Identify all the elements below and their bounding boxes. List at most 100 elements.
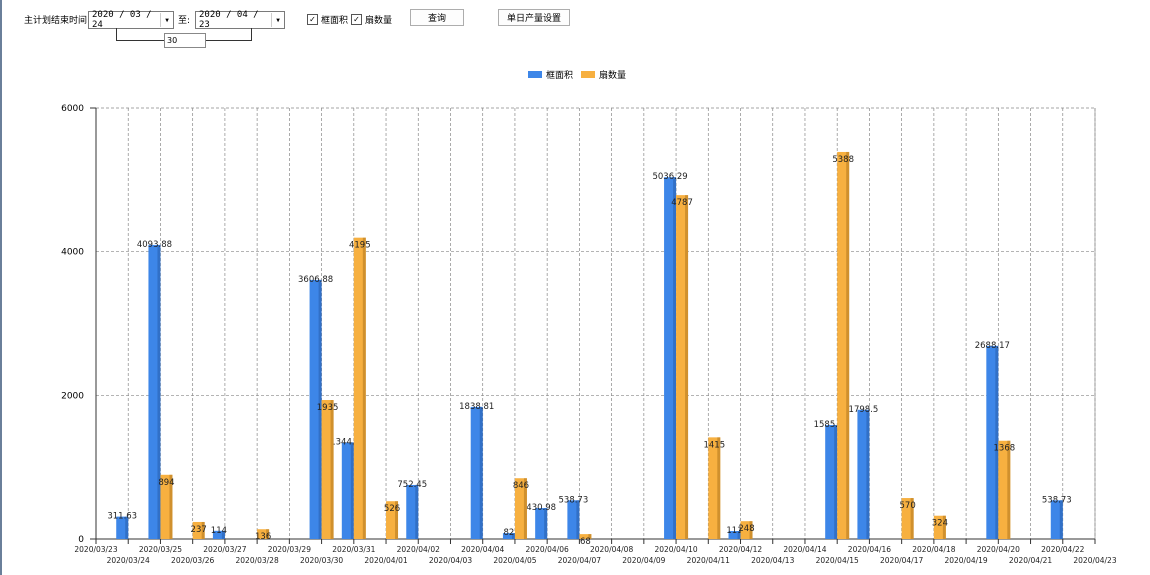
bar-shade (685, 195, 689, 539)
data-label: 570 (900, 501, 916, 511)
daily-output-settings-button[interactable]: 单日产量设置 (498, 9, 570, 26)
bar-shade (266, 529, 270, 539)
data-label: 111 (726, 526, 742, 536)
end-date-picker[interactable]: 2020 / 04 / 23 ▼ (195, 10, 285, 30)
x-tick-label: 2020/04/04 (461, 545, 504, 554)
start-date-value: 2020 / 03 / 24 (92, 10, 152, 30)
end-date-value: 2020 / 04 / 23 (199, 10, 259, 30)
bar-shade (673, 177, 677, 539)
bar-area (502, 533, 515, 539)
area-checkbox[interactable]: ✓ 框面积 (307, 11, 348, 27)
data-label: 4787 (671, 198, 693, 208)
x-tick-label: 2020/04/06 (526, 545, 569, 554)
bar-count (257, 529, 270, 539)
x-tick-label: 2020/03/23 (74, 545, 117, 554)
bar-shade (737, 531, 741, 539)
x-tick-label: 2020/04/17 (880, 556, 923, 565)
data-label: 538.73 (559, 495, 589, 505)
x-tick-label: 2020/03/29 (268, 545, 311, 554)
bar-shade (201, 521, 205, 539)
legend-swatch (581, 71, 595, 78)
data-label: 1935 (317, 403, 339, 413)
bar-shade (834, 425, 838, 539)
chevron-down-icon[interactable]: ▼ (160, 13, 173, 27)
data-label: 248 (738, 524, 754, 534)
bar-shade (479, 406, 483, 539)
x-tick-label: 2020/03/24 (107, 556, 150, 565)
y-tick-label: 4000 (61, 248, 84, 258)
legend-label: 框面积 (546, 69, 573, 81)
x-tick-label: 2020/04/16 (848, 545, 891, 554)
x-tick-label: 2020/04/22 (1041, 545, 1084, 554)
data-label: 3606.88 (298, 275, 333, 285)
x-tick-label: 2020/04/10 (654, 545, 697, 554)
x-tick-label: 2020/04/07 (558, 556, 601, 565)
data-label: 846 (513, 481, 529, 491)
bar-shade (169, 474, 173, 539)
data-label: 1344.95 (330, 437, 365, 447)
x-tick-label: 2020/04/01 (364, 556, 407, 565)
count-checkbox-label: 扇数量 (365, 15, 393, 26)
bar-shade (1007, 440, 1011, 539)
x-tick-label: 2020/03/31 (332, 545, 375, 554)
chevron-down-icon[interactable]: ▼ (271, 13, 284, 27)
x-tick-label: 2020/03/28 (236, 556, 279, 565)
bar-shade (866, 409, 870, 539)
bar-shade (576, 500, 580, 539)
checkmark-icon: ✓ (307, 13, 318, 25)
x-tick-label: 2020/04/14 (783, 545, 826, 554)
data-label: 430.98 (526, 503, 556, 513)
x-tick-label: 2020/03/27 (203, 545, 246, 554)
x-tick-label: 2020/04/03 (429, 556, 472, 565)
end-time-label: 主计划结束时间: (24, 15, 91, 26)
bar-shade (588, 534, 592, 539)
bar-count (579, 534, 592, 539)
bar-shade (157, 244, 161, 539)
query-button[interactable]: 查询 (410, 9, 464, 26)
bar-area (728, 531, 741, 539)
x-tick-label: 2020/04/19 (944, 556, 987, 565)
x-tick-label: 2020/04/09 (622, 556, 665, 565)
y-tick-label: 2000 (61, 391, 84, 401)
bar-shade (995, 345, 999, 539)
area-checkbox-label: 框面积 (321, 15, 349, 26)
x-tick-label: 2020/04/23 (1073, 556, 1116, 565)
x-tick-label: 2020/04/11 (687, 556, 730, 565)
bar-shade (125, 516, 129, 539)
bar-shade (221, 530, 225, 539)
days-field[interactable]: 30 (164, 33, 206, 48)
data-label: 1368 (994, 444, 1016, 454)
data-label: 4093.88 (137, 240, 172, 250)
count-checkbox[interactable]: ✓ 扇数量 (351, 11, 392, 27)
data-label: 1798.5 (849, 405, 879, 415)
y-tick-label: 0 (78, 535, 84, 545)
y-tick-label: 6000 (61, 104, 84, 114)
data-label: 4195 (349, 241, 371, 251)
bar-shade (544, 508, 548, 539)
legend-label: 扇数量 (599, 69, 626, 81)
x-tick-label: 2020/04/08 (590, 545, 633, 554)
x-tick-label: 2020/04/18 (912, 545, 955, 554)
x-tick-label: 2020/04/02 (397, 545, 440, 554)
data-label: 136 (255, 532, 271, 542)
data-label: 237 (191, 525, 207, 535)
data-label: 526 (384, 504, 400, 514)
data-label: 114 (211, 526, 227, 536)
data-label: 5388 (832, 155, 854, 165)
bar-shade (749, 521, 753, 539)
x-tick-label: 2020/04/15 (816, 556, 859, 565)
bar-area (212, 530, 225, 539)
data-label: 324 (932, 519, 948, 529)
bar-shade (330, 400, 334, 539)
bar-shade (511, 533, 515, 539)
bar-shade (717, 437, 721, 539)
data-label: 752.45 (397, 480, 427, 490)
x-tick-label: 2020/04/13 (751, 556, 794, 565)
data-label: 5036.29 (652, 172, 687, 182)
x-tick-label: 2020/04/21 (1009, 556, 1052, 565)
bar-shade (846, 151, 850, 539)
data-label: 1415 (703, 440, 725, 450)
start-date-picker[interactable]: 2020 / 03 / 24 ▼ (88, 10, 174, 30)
data-label: 311.63 (107, 512, 137, 522)
